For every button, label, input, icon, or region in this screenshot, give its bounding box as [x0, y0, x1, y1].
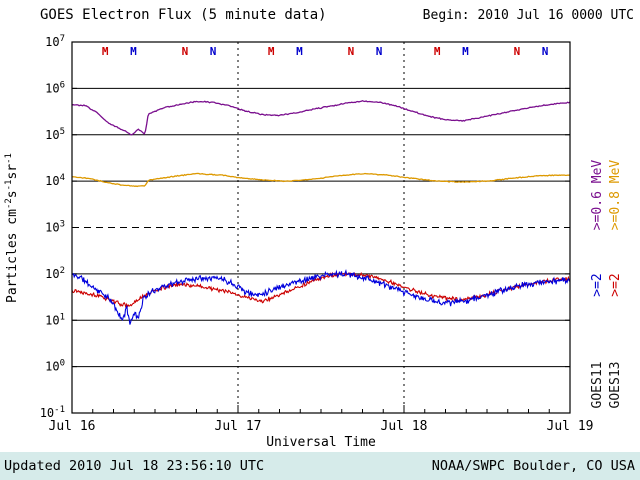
legend-goes11: GOES11	[590, 362, 605, 409]
noon-midnight-marker: N	[210, 45, 217, 58]
noon-midnight-marker: M	[462, 45, 469, 58]
legend-goes13-08mev: >=0.8 MeV	[608, 160, 623, 231]
y-tick-label: 10-1	[40, 405, 65, 420]
noon-midnight-marker: M	[268, 45, 275, 58]
x-tick-label: Jul 18	[381, 419, 428, 434]
y-tick-label: 101	[45, 312, 65, 327]
begin-timestamp: Begin: 2010 Jul 16 0000 UTC	[422, 8, 634, 23]
x-axis-label: Universal Time	[266, 435, 376, 450]
legend-goes13: GOES13	[608, 362, 623, 409]
y-tick-label: 104	[45, 173, 65, 188]
y-tick-label: 103	[45, 220, 65, 235]
credit-text: NOAA/SWPC Boulder, CO USA	[431, 458, 635, 474]
x-tick-label: Jul 16	[49, 419, 96, 434]
noon-midnight-marker: N	[182, 45, 189, 58]
updated-timestamp: Updated 2010 Jul 18 23:56:10 UTC	[4, 458, 265, 474]
plot-title: GOES Electron Flux (5 minute data)	[40, 7, 327, 23]
x-tick-label: Jul 17	[215, 419, 262, 434]
y-axis-label: Particles cm-2s-1sr-1	[4, 153, 20, 303]
y-tick-label: 102	[45, 266, 65, 281]
noon-midnight-marker: M	[434, 45, 441, 58]
series-goes11-ge2mev	[71, 269, 570, 325]
y-tick-label: 100	[45, 359, 65, 374]
noon-midnight-marker: N	[514, 45, 521, 58]
legend-goes11-2mev: >=2	[590, 273, 605, 296]
plot-border	[71, 41, 571, 414]
noon-midnight-marker: M	[102, 45, 109, 58]
noon-midnight-marker: M	[296, 45, 303, 58]
noon-midnight-marker: N	[376, 45, 383, 58]
y-tick-label: 106	[45, 80, 65, 95]
legend-goes13-06mev: >=0.6 MeV	[590, 160, 605, 231]
footer-bar: Updated 2010 Jul 18 23:56:10 UTC NOAA/SW…	[0, 452, 640, 480]
noon-midnight-marker: N	[542, 45, 549, 58]
y-tick-label: 105	[45, 127, 65, 142]
y-tick-label: 107	[45, 34, 65, 49]
noon-midnight-marker: M	[130, 45, 137, 58]
legend-goes13-2mev: >=2	[608, 273, 623, 296]
electron-flux-chart: Particles cm-2s-1sr-1 Universal Time 107…	[4, 34, 623, 450]
right-legend: >=0.6 MeV >=0.8 MeV >=2 >=2 GOES11 GOES1…	[590, 160, 623, 409]
x-tick-label: Jul 19	[547, 419, 594, 434]
noon-midnight-marker: N	[348, 45, 355, 58]
series-goes13-ge08mev	[72, 172, 571, 188]
series-goes13-ge06mev	[71, 99, 571, 136]
